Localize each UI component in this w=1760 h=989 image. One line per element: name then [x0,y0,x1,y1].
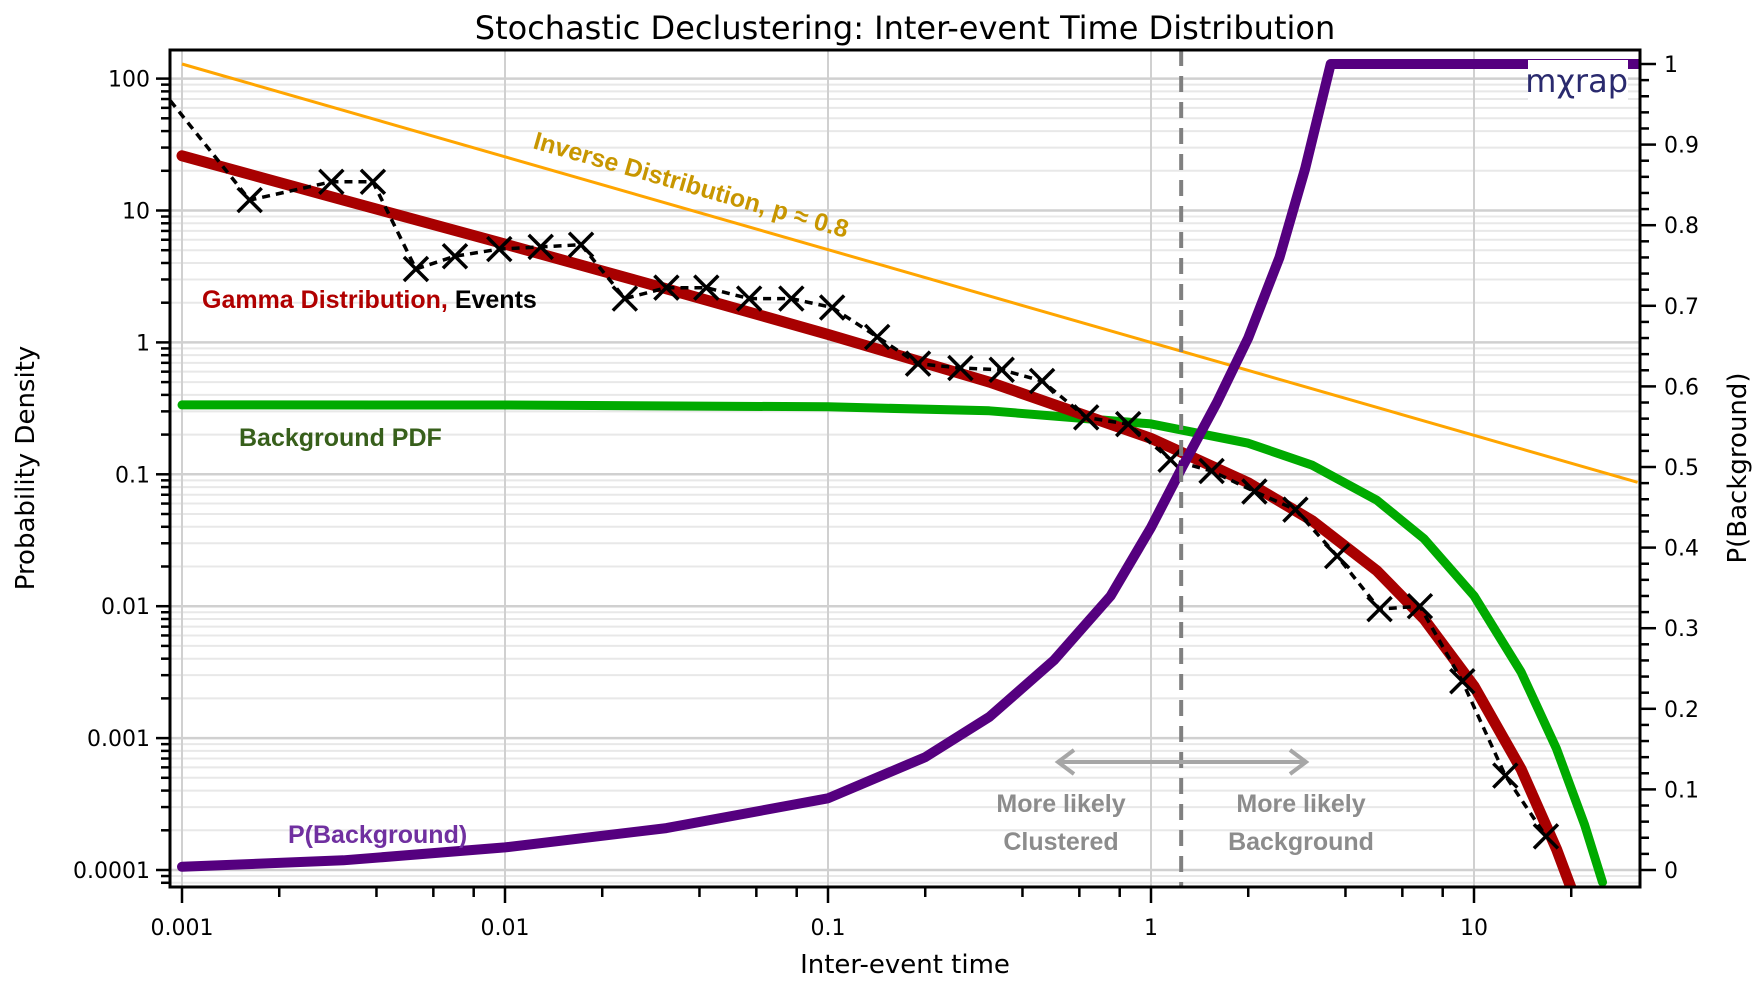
events-line [170,99,1548,838]
event-marker [1532,823,1560,850]
event-marker [1282,496,1309,523]
event-marker [318,168,345,196]
mxrap-logo: mχrap [1525,62,1628,100]
background-label-line2: Background [1228,828,1374,856]
y-tick-label: 0.001 [87,727,150,752]
background-pdf-label: Background PDF [239,424,442,452]
event-marker [988,356,1015,384]
event-marker [527,233,554,261]
gamma-distribution-line [176,150,1577,887]
p-background-line [177,59,1640,872]
y2-tick-label: 0.2 [1664,698,1699,723]
event-marker [1406,592,1434,620]
x-tick-label: 10 [1460,916,1488,941]
x-tick-label: 0.1 [811,916,846,941]
y2-tick-label: 0.4 [1664,537,1699,562]
event-marker [735,285,763,312]
x-tick-label: 0.001 [151,916,214,941]
y2-tick-label: 0 [1664,859,1678,884]
y-tick-label: 1 [136,331,150,356]
inverse-distribution-label: Inverse Distribution, p ≈ 0.8 [530,127,851,244]
plot-frame [168,48,1642,889]
event-marker [1449,667,1476,695]
y2-tick-label: 1 [1664,53,1678,78]
y2-tick-label: 0.9 [1664,134,1699,159]
y-tick-label: 100 [108,68,150,93]
inverse-distribution-line [181,62,1639,484]
event-marker [818,294,846,321]
background-pdf-line [177,400,1607,887]
background-label-line1: More likely [1236,790,1365,818]
regime-arrow [1054,748,1310,776]
y2-tick-label: 0.6 [1664,375,1699,400]
series-layer [170,50,1640,887]
event-marker [1492,762,1519,789]
event-marker [1072,404,1100,431]
event-marker [486,235,513,263]
axes: 0.001 0.01 0.1 1 100.00010.0010.010.11101000… [73,53,1699,941]
event-marker [693,274,720,301]
events-label: Events [455,286,537,314]
x-tick-label: 1 [1144,916,1158,941]
y2-axis-label: P(Background) [1723,372,1753,563]
event-marker [1198,457,1225,485]
event-marker [947,354,974,382]
y2-tick-label: 0.7 [1664,295,1699,320]
event-marker [904,350,932,377]
event-marker [567,231,595,258]
event-marker [863,323,891,351]
event-marker [778,285,805,312]
y-tick-label: 0.01 [101,595,150,620]
event-marker [1241,478,1268,505]
event-marker [1323,542,1351,570]
y2-tick-label: 0.8 [1664,214,1699,239]
x-tick-label: 0.01 [481,916,530,941]
event-marker [1114,410,1142,438]
grid [170,50,1640,887]
event-marker [402,255,430,283]
event-marker [236,186,263,214]
event-marker [359,168,387,196]
event-marker [1028,367,1056,395]
gamma-label: Gamma Distribution, [202,286,448,314]
x-axis-label: Inter-event time [800,950,1010,980]
y2-tick-label: 0.5 [1664,456,1699,481]
y2-tick-label: 0.3 [1664,617,1699,642]
clustered-label-line2: Clustered [1003,828,1118,856]
y-axis-label: Probability Density [11,346,41,591]
gamma-distribution-label: Gamma Distribution, Events [202,286,537,314]
p-background-label: P(Background) [288,821,467,849]
y-tick-label: 10 [122,200,150,225]
clustered-label-line1: More likely [996,790,1125,818]
chart-title: Stochastic Declustering: Inter-event Tim… [475,9,1335,47]
event-marker [653,274,680,301]
event-marker [1366,595,1393,623]
y-tick-label: 0.1 [115,463,150,488]
event-marker [441,243,469,270]
y-tick-label: 0.0001 [73,859,150,884]
event-marker [611,285,639,312]
logo-background [1528,60,1628,100]
y2-tick-label: 0.1 [1664,778,1699,803]
